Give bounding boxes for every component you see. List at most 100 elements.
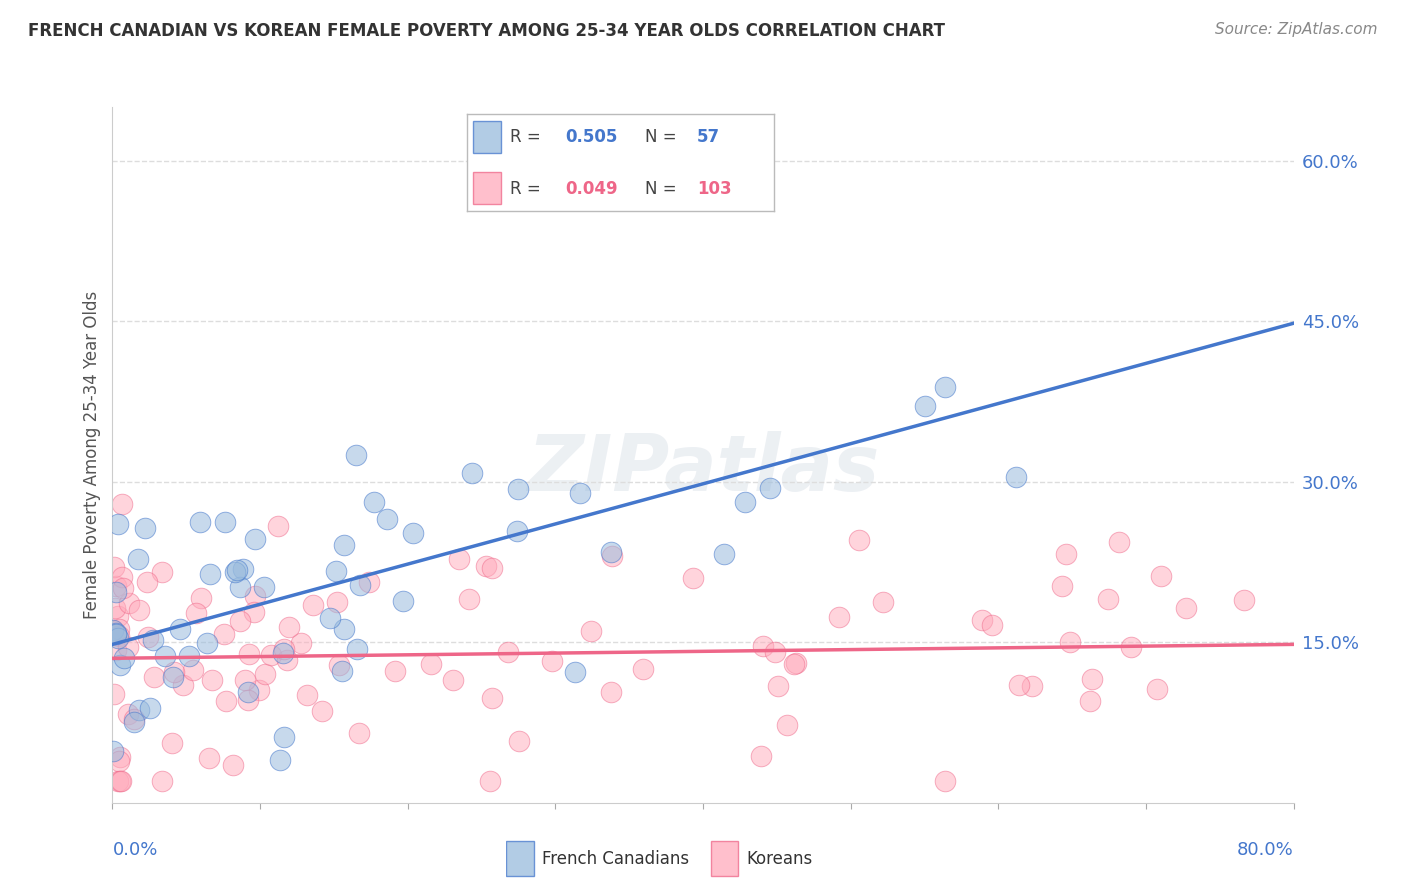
Point: [108, 750, 131, 764]
Point: [242, 605, 264, 619]
Point: [980, 617, 1002, 632]
Point: [934, 380, 956, 394]
Point: [934, 773, 956, 788]
Point: [579, 624, 602, 639]
Point: [631, 662, 654, 676]
Text: 80.0%: 80.0%: [1237, 841, 1294, 859]
Point: [107, 754, 129, 768]
Point: [143, 670, 166, 684]
Point: [1233, 592, 1256, 607]
Point: [105, 579, 128, 593]
Point: [475, 559, 498, 574]
Point: [328, 658, 350, 673]
Point: [104, 625, 127, 640]
Point: [1081, 672, 1104, 686]
Point: [101, 624, 124, 638]
Point: [402, 526, 425, 541]
Point: [346, 641, 368, 656]
Point: [1108, 535, 1130, 549]
Point: [110, 774, 132, 789]
Point: [1008, 678, 1031, 692]
Point: [105, 627, 128, 641]
Point: [245, 532, 267, 546]
Point: [190, 591, 212, 606]
Point: [496, 645, 519, 659]
Point: [713, 547, 735, 561]
Point: [117, 707, 139, 722]
Text: ZIPatlas: ZIPatlas: [527, 431, 879, 507]
Point: [333, 538, 356, 552]
Point: [1059, 635, 1081, 649]
Point: [363, 495, 385, 509]
Point: [111, 497, 134, 511]
Text: Koreans: Koreans: [747, 849, 813, 868]
Point: [136, 574, 159, 589]
Point: [107, 632, 129, 646]
Point: [828, 610, 851, 624]
Point: [128, 703, 150, 717]
Point: [107, 609, 129, 624]
Point: [108, 657, 131, 672]
Point: [481, 690, 503, 705]
Point: [233, 673, 256, 688]
Point: [1054, 547, 1077, 561]
Point: [1146, 681, 1168, 696]
Point: [330, 664, 353, 678]
Point: [776, 718, 799, 732]
Point: [420, 657, 443, 672]
Point: [682, 571, 704, 585]
Point: [101, 623, 124, 637]
Point: [349, 577, 371, 591]
Point: [1021, 679, 1043, 693]
Point: [1175, 601, 1198, 615]
Point: [188, 515, 211, 529]
Y-axis label: Female Poverty Among 25-34 Year Olds: Female Poverty Among 25-34 Year Olds: [83, 291, 101, 619]
Point: [238, 692, 260, 706]
Point: [508, 483, 530, 497]
Point: [117, 640, 139, 654]
Point: [103, 601, 125, 615]
Point: [103, 560, 125, 574]
Point: [508, 734, 530, 748]
Point: [461, 466, 484, 480]
Point: [103, 687, 125, 701]
Point: [441, 673, 464, 688]
Point: [276, 653, 298, 667]
Point: [752, 639, 775, 653]
Point: [108, 629, 131, 643]
Point: [243, 589, 266, 603]
Point: [112, 581, 135, 595]
Point: [107, 774, 129, 789]
Point: [238, 647, 260, 661]
Point: [107, 517, 129, 532]
Point: [478, 774, 501, 789]
Point: [271, 646, 294, 660]
Point: [201, 673, 224, 687]
Point: [253, 580, 276, 594]
Point: [295, 688, 318, 702]
Point: [1097, 591, 1119, 606]
Point: [253, 666, 276, 681]
Point: [162, 670, 184, 684]
Point: [177, 649, 200, 664]
Point: [127, 551, 149, 566]
Point: [600, 545, 623, 559]
Point: [564, 665, 586, 680]
FancyBboxPatch shape: [711, 841, 738, 876]
Text: 0.0%: 0.0%: [112, 841, 157, 859]
FancyBboxPatch shape: [506, 841, 534, 876]
Point: [108, 623, 131, 637]
Point: [249, 682, 271, 697]
Point: [181, 663, 204, 677]
Point: [540, 654, 562, 668]
Point: [749, 748, 772, 763]
Point: [332, 622, 354, 636]
Point: [150, 566, 173, 580]
Point: [198, 751, 221, 765]
Point: [229, 614, 252, 628]
Point: [259, 648, 281, 662]
Point: [142, 632, 165, 647]
Text: FRENCH CANADIAN VS KOREAN FEMALE POVERTY AMONG 25-34 YEAR OLDS CORRELATION CHART: FRENCH CANADIAN VS KOREAN FEMALE POVERTY…: [28, 22, 945, 40]
Point: [110, 774, 132, 789]
Point: [1050, 579, 1073, 593]
